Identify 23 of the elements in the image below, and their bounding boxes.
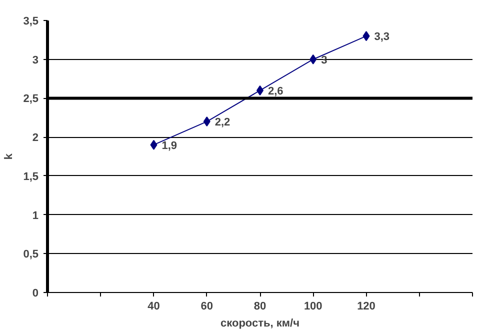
y-axis-title: k [3, 152, 16, 160]
point [203, 116, 210, 127]
x-axis-title: скорость, км/ч [220, 318, 300, 330]
point [150, 140, 158, 150]
y-tick-label: 1,5 [23, 170, 39, 183]
text: 2,6 [268, 85, 284, 98]
text: 2,2 [214, 116, 230, 129]
text: 1,9 [162, 140, 178, 152]
point [362, 31, 370, 42]
x-tick-label: 80 [254, 300, 266, 312]
y-tick-label: 0,5 [23, 248, 39, 261]
y-tick-label: 3,5 [23, 16, 39, 28]
y-tick-label: 1 [32, 210, 39, 222]
point [310, 54, 317, 64]
x-tick-label: 120 [357, 300, 376, 312]
y-tick-label: 2 [32, 132, 39, 144]
x-tick-label: 40 [148, 300, 160, 312]
y-tick-label: 3 [32, 54, 39, 66]
y-tick-label: 2,5 [23, 93, 39, 106]
x-tick-label: 60 [200, 300, 214, 312]
x-tick-label: 100 [304, 300, 322, 312]
y-tick-label: 0 [32, 288, 39, 300]
text: 3,3 [374, 31, 390, 44]
